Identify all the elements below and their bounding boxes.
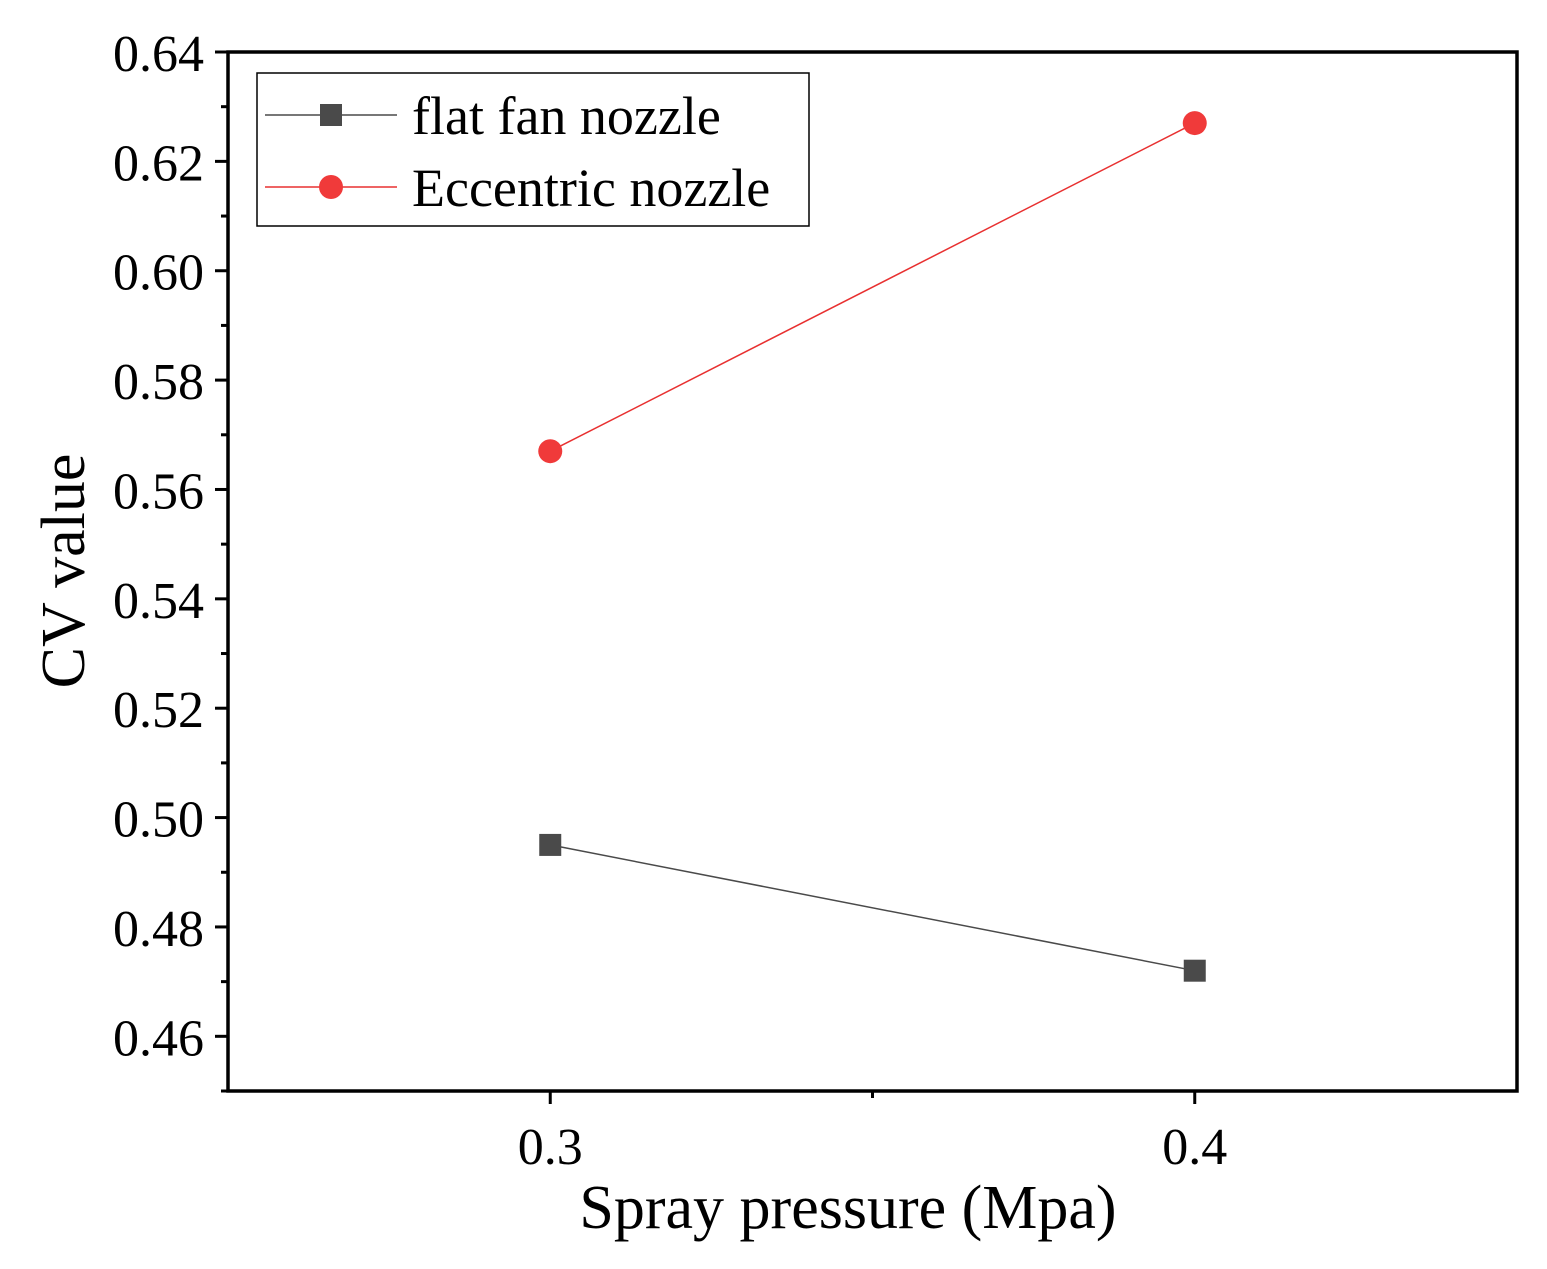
ticks-layer: 0.46 0.48 0.50 0.52 0.54 0.56 0.58 0.60 0.62 0.64… <box>113 26 1227 1176</box>
legend-label: flat fan nozzle <box>412 86 721 146</box>
y-axis-label: CV value <box>30 454 98 689</box>
y-tick-label: 0.56 <box>113 463 204 520</box>
legend-box <box>256 72 810 227</box>
y-tick-label: 0.62 <box>113 135 204 192</box>
data-point <box>539 833 562 856</box>
legend-label: Eccentric nozzle <box>412 158 770 218</box>
x-tick-label: 0.4 <box>1162 1119 1227 1176</box>
legend: flat fan nozzle Eccentric nozzle <box>256 72 810 227</box>
y-tick-label: 0.52 <box>113 682 204 739</box>
x-tick-label: 0.3 <box>518 1119 583 1176</box>
data-point <box>1182 111 1207 136</box>
y-tick-label: 0.50 <box>113 792 204 849</box>
data-point <box>1183 959 1206 982</box>
data-point <box>538 439 563 464</box>
legend-circle-marker <box>319 175 343 199</box>
series-layer <box>538 111 1207 982</box>
y-tick-label: 0.60 <box>113 245 204 302</box>
y-tick-label: 0.46 <box>113 1010 204 1067</box>
x-axis-label: Spray pressure (Mpa) <box>579 1174 1116 1242</box>
legend-square-marker <box>320 104 342 126</box>
y-tick-label: 0.54 <box>113 573 204 630</box>
series-line-2 <box>549 122 1196 452</box>
y-tick-label: 0.58 <box>113 354 204 411</box>
y-tick-label: 0.48 <box>113 901 204 958</box>
y-tick-label: 0.64 <box>113 26 204 83</box>
series-line-1 <box>550 844 1195 972</box>
plot-frame <box>226 50 1519 1093</box>
